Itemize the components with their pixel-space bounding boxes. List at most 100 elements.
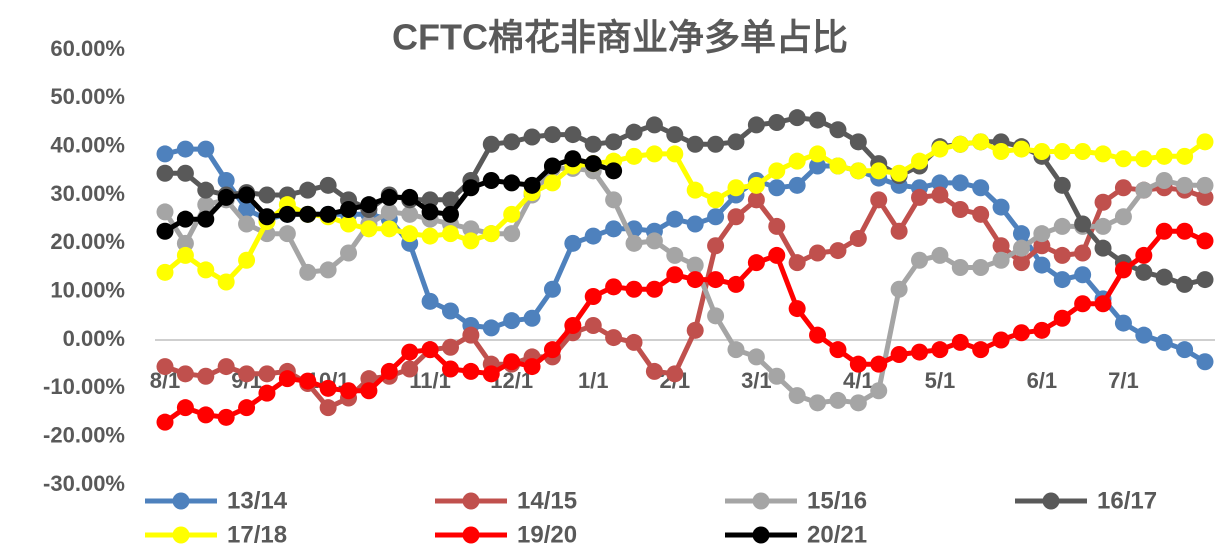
data-point: [1196, 133, 1214, 151]
data-point: [1094, 239, 1112, 257]
legend-label: 20/21: [807, 521, 867, 547]
data-point: [299, 205, 317, 223]
data-point: [238, 201, 256, 218]
data-point: [707, 208, 725, 226]
data-point: [1012, 239, 1030, 257]
data-point: [829, 242, 847, 260]
data-point: [462, 362, 480, 380]
data-point: [972, 179, 990, 197]
data-point: [1135, 326, 1153, 344]
data-point: [747, 348, 765, 366]
data-point: [768, 114, 786, 131]
data-point: [890, 346, 908, 363]
data-point: [421, 341, 439, 359]
data-point: [768, 246, 786, 264]
data-point: [584, 135, 602, 153]
data-point: [197, 210, 215, 228]
data-point: [482, 365, 500, 383]
data-point: [747, 254, 765, 272]
data-point: [788, 254, 806, 272]
data-point: [870, 162, 888, 180]
data-point: [809, 244, 827, 262]
data-point: [278, 205, 296, 223]
data-point: [972, 205, 990, 223]
data-point: [380, 203, 398, 221]
data-point: [523, 128, 541, 146]
data-point: [217, 408, 235, 426]
data-point: [1074, 215, 1092, 233]
data-point: [278, 225, 296, 243]
data-point: [1155, 268, 1173, 286]
series-line: [163, 228, 1207, 425]
data-point: [809, 326, 827, 344]
data-point: [686, 181, 704, 199]
data-point: [931, 341, 949, 359]
legend-marker: [462, 492, 480, 510]
data-point: [890, 222, 908, 240]
data-point: [747, 116, 765, 134]
legend-label: 15/16: [807, 487, 867, 514]
data-point: [645, 145, 663, 163]
data-point: [319, 205, 337, 223]
data-point: [727, 275, 745, 293]
data-point: [1074, 295, 1092, 313]
data-point: [543, 280, 561, 298]
data-point: [727, 133, 745, 151]
data-point: [625, 123, 643, 141]
data-point: [482, 319, 500, 337]
data-point: [197, 367, 215, 385]
y-tick-label: 60.00%: [50, 36, 125, 61]
data-point: [645, 232, 663, 250]
data-point: [1196, 176, 1214, 194]
data-point: [645, 116, 663, 134]
data-point: [1094, 193, 1112, 211]
data-point: [441, 302, 459, 320]
data-point: [849, 230, 867, 247]
data-point: [156, 413, 174, 431]
data-point: [1074, 143, 1092, 160]
data-point: [707, 271, 725, 289]
data-point: [197, 406, 215, 424]
data-point: [1135, 246, 1153, 264]
series: [156, 109, 1214, 293]
data-point: [992, 143, 1010, 160]
legend-label: 16/17: [1097, 487, 1157, 514]
y-tick-label: 0.00%: [63, 326, 125, 351]
data-point: [1155, 172, 1173, 189]
data-point: [1135, 263, 1153, 281]
data-point: [1114, 261, 1132, 279]
y-tick-label: -30.00%: [43, 471, 125, 496]
data-point: [401, 225, 419, 243]
data-point: [401, 360, 419, 378]
x-tick-label: 6/1: [1027, 368, 1058, 393]
data-point: [972, 133, 990, 151]
data-point: [666, 365, 684, 383]
data-point: [156, 263, 174, 281]
data-point: [564, 234, 582, 252]
data-point: [1135, 181, 1153, 199]
data-point: [197, 140, 215, 158]
data-point: [543, 174, 561, 192]
data-point: [523, 176, 541, 194]
legend-label: 13/14: [227, 487, 288, 514]
data-point: [951, 333, 969, 351]
data-point: [1012, 324, 1030, 342]
data-point: [992, 198, 1010, 216]
y-tick-label: 50.00%: [50, 84, 125, 109]
data-point: [1053, 271, 1071, 289]
data-point: [1176, 275, 1194, 293]
data-point: [788, 176, 806, 194]
data-point: [238, 365, 256, 383]
data-point: [931, 186, 949, 204]
data-point: [788, 109, 806, 127]
data-point: [727, 208, 745, 226]
data-point: [503, 312, 521, 330]
data-point: [605, 278, 623, 296]
data-point: [299, 181, 317, 199]
data-point: [1094, 295, 1112, 313]
data-point: [340, 382, 358, 400]
data-point: [1012, 225, 1030, 243]
data-point: [197, 261, 215, 279]
data-point: [666, 145, 684, 163]
data-point: [707, 191, 725, 209]
